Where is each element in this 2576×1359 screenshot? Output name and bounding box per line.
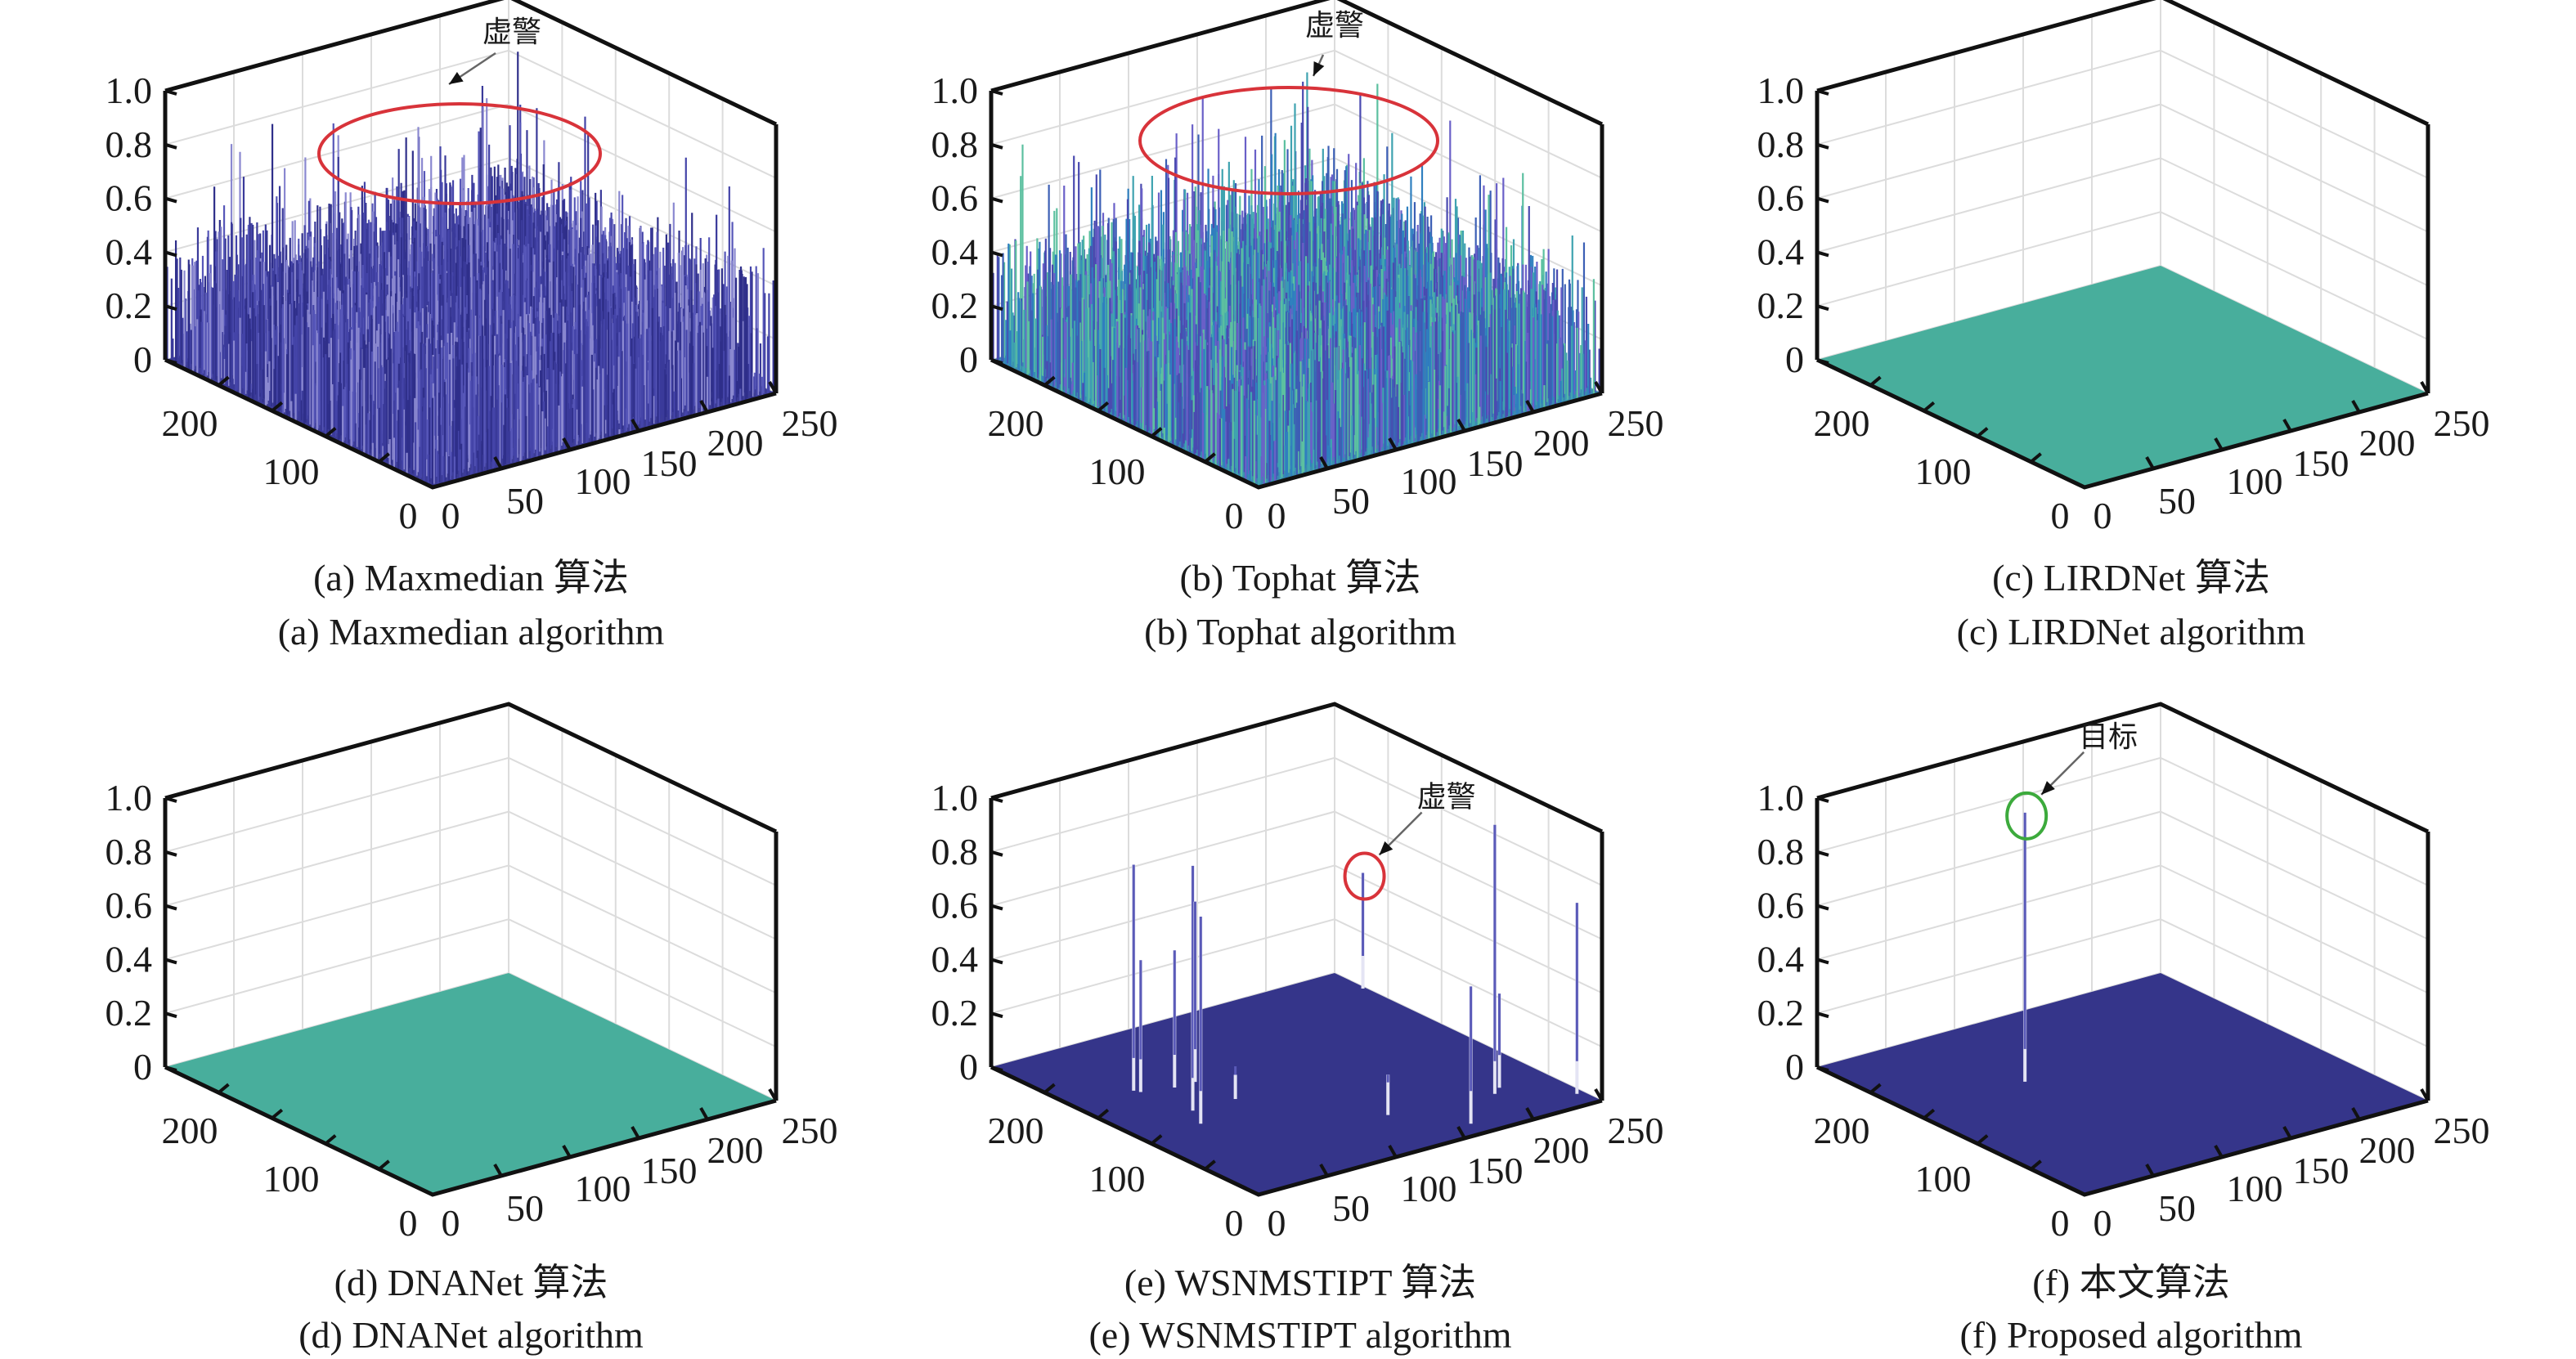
axes-box [163, 0, 779, 490]
x-tick [562, 437, 572, 451]
x-tick-label: 50 [506, 480, 544, 522]
y-tick [271, 401, 284, 412]
annotation-label: 虚警 [482, 16, 541, 49]
x-tick [768, 381, 778, 394]
y-tick [378, 452, 390, 464]
x-tick [493, 456, 503, 469]
annotation-ellipse [317, 102, 602, 205]
z-tick-label: 0.2 [105, 285, 153, 326]
annotation: 虚警 [317, 16, 602, 205]
gridline-z [990, 0, 1603, 125]
tick-marks [164, 89, 778, 469]
z-tick-label: 0.8 [105, 123, 153, 165]
z-tick [164, 250, 177, 258]
z-tick [164, 142, 177, 150]
top-edge [164, 0, 778, 127]
z-tick-label: 0.4 [105, 231, 153, 272]
y-tick-label: 200 [162, 402, 218, 444]
x-tick-label: 0 [442, 495, 460, 536]
arrowhead-icon [449, 71, 464, 84]
z-tick [164, 196, 177, 204]
floor-front-edges [164, 357, 777, 490]
x-tick-label: 200 [707, 422, 764, 464]
y-tick [218, 375, 230, 387]
y-tick-label: 0 [399, 495, 418, 536]
z-tick-label: 1.0 [105, 70, 153, 111]
y-tick-label: 100 [263, 451, 320, 492]
surface-clutter [166, 52, 774, 487]
z-tick-label: 0 [133, 339, 152, 380]
surface-clutter [992, 72, 1600, 487]
z-tick [164, 89, 177, 96]
x-tick [631, 419, 640, 432]
y-tick [324, 427, 337, 438]
z-tick [164, 358, 177, 365]
z-tick [164, 304, 177, 312]
x-tick [699, 400, 709, 413]
x-tick-label: 250 [782, 402, 838, 444]
x-tick-label: 100 [575, 460, 631, 502]
x-tick-label: 150 [641, 442, 698, 484]
z-tick-label: 0.6 [105, 177, 153, 219]
gridline-z [164, 0, 777, 125]
